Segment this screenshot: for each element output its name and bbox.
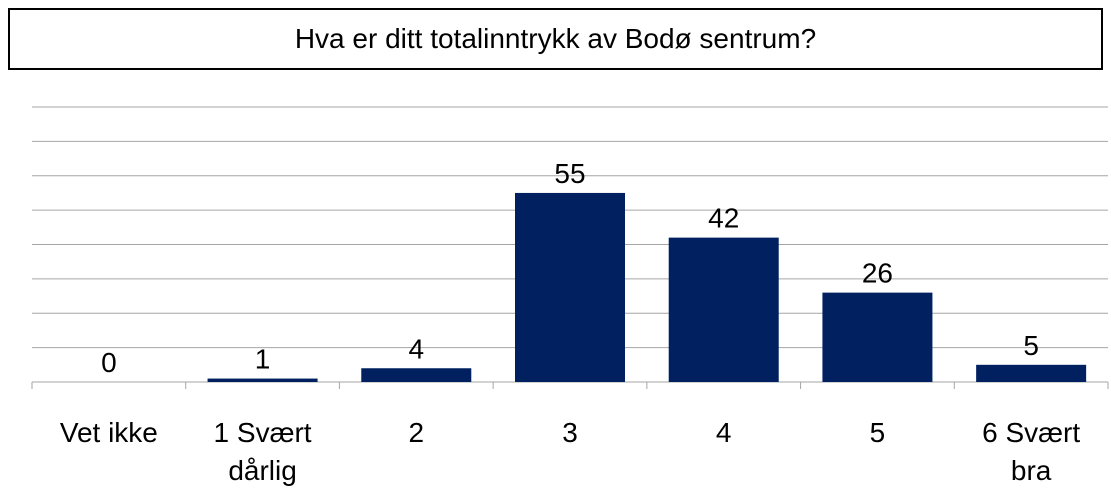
bar	[207, 378, 318, 382]
data-label: 26	[862, 258, 893, 289]
data-label: 42	[708, 203, 739, 234]
bar	[668, 237, 779, 382]
bar	[361, 368, 472, 382]
bar	[515, 192, 625, 382]
x-tick-label: Vet ikke	[59, 417, 158, 448]
data-label: 5	[1023, 330, 1039, 361]
x-tick-label: 2	[408, 417, 425, 448]
x-tick-label: 4	[715, 417, 732, 448]
x-tick-label: 6 Svært bra	[982, 417, 1081, 486]
data-label: 4	[408, 333, 424, 364]
bar	[976, 364, 1087, 382]
x-tick-label: 1 Svært dårlig	[213, 417, 312, 486]
data-label: 1	[255, 344, 271, 375]
x-tick-label: 3	[562, 417, 578, 448]
chart-title: Hva er ditt totalinntrykk av Bodø sentru…	[8, 8, 1103, 70]
data-label: 55	[554, 158, 585, 189]
bar	[822, 292, 933, 382]
data-label: 0	[101, 347, 117, 378]
x-tick-label: 5	[869, 417, 886, 448]
